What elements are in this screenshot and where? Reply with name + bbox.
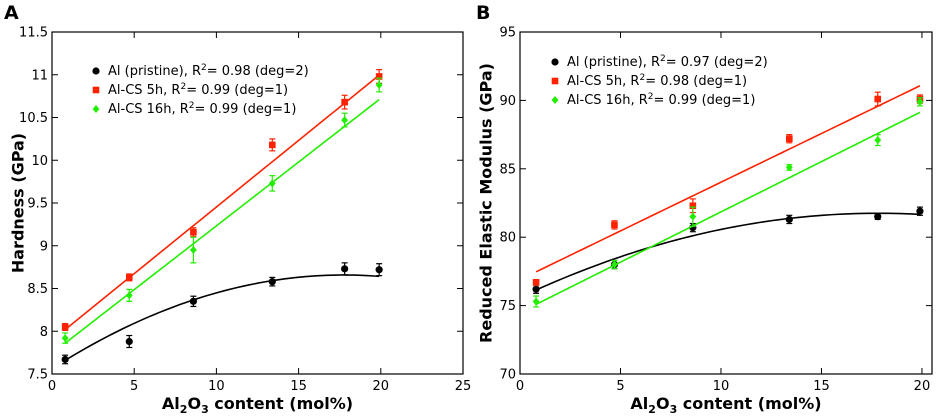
data-point xyxy=(786,135,793,143)
y-tick-label: 70 xyxy=(499,368,516,383)
legend-entry: Al (pristine), R2= 0.97 (deg=2) xyxy=(567,54,768,70)
panel-letter: B xyxy=(476,2,490,24)
legend-marker xyxy=(92,86,100,94)
data-point xyxy=(689,212,697,221)
y-tick-label: 9.5 xyxy=(27,197,48,212)
legend-entry: Al-CS 5h, R2= 0.98 (deg=1) xyxy=(567,73,747,89)
legend-marker xyxy=(92,67,100,75)
data-point xyxy=(874,95,882,103)
y-tick-label: 8.5 xyxy=(27,282,48,297)
data-point xyxy=(874,213,882,221)
data-point xyxy=(532,297,540,306)
fit-line-2 xyxy=(64,98,380,344)
data-point xyxy=(268,141,276,149)
legend-marker xyxy=(92,105,100,113)
y-tick-label: 90 xyxy=(499,94,516,109)
y-tick-label: 9 xyxy=(40,239,48,254)
data-point xyxy=(375,81,383,90)
data-point xyxy=(268,278,276,286)
data-point xyxy=(532,285,540,293)
legend-entry: Al-CS 16h, R2= 0.99 (deg=1) xyxy=(567,92,755,108)
data-point xyxy=(341,116,349,125)
data-point xyxy=(916,207,924,215)
x-tick-label: 10 xyxy=(713,379,730,394)
x-tick-label: 25 xyxy=(455,379,472,394)
panel-A: A 0 5 10 15 20 25 7.5 8 8.5 9 9.5 10 10.5 11 11.5 Hardne… xyxy=(4,2,471,416)
legend-marker xyxy=(551,58,559,66)
fit-line-0 xyxy=(64,274,380,362)
x-tick-label: 0 xyxy=(48,379,56,394)
data-point xyxy=(611,221,618,229)
data-point xyxy=(189,246,197,255)
data-point xyxy=(268,179,276,188)
x-tick-label: 10 xyxy=(208,379,225,394)
x-tick-label: 5 xyxy=(616,379,624,394)
y-tick-label: 10.5 xyxy=(19,111,48,126)
data-point xyxy=(532,279,540,286)
x-tick-label: 5 xyxy=(130,379,138,394)
y-tick-label: 85 xyxy=(499,162,516,177)
data-point xyxy=(189,297,197,305)
y-tick-label: 11.5 xyxy=(19,26,48,41)
y-tick-label: 10 xyxy=(31,154,48,169)
x-axis-label: Al2O3 content (mol%) xyxy=(630,394,821,416)
legend-entry: Al-CS 5h, R2= 0.99 (deg=1) xyxy=(108,82,288,98)
data-point xyxy=(375,266,383,274)
data-point xyxy=(190,228,197,236)
data-point xyxy=(341,265,349,273)
data-point xyxy=(785,163,793,172)
x-tick-label: 20 xyxy=(914,379,931,394)
data-point xyxy=(125,291,133,300)
legend-entry: Al-CS 16h, R2= 0.99 (deg=1) xyxy=(108,101,296,117)
y-tick-label: 95 xyxy=(499,26,516,41)
data-point xyxy=(916,97,924,106)
y-axis-label: Hardness (GPa) xyxy=(9,133,28,273)
fit-line-2 xyxy=(535,111,921,306)
data-point xyxy=(341,98,348,106)
y-tick-label: 75 xyxy=(499,299,516,314)
x-tick-label: 15 xyxy=(813,379,830,394)
x-tick-label: 15 xyxy=(290,379,307,394)
data-point xyxy=(874,136,882,145)
legend-marker xyxy=(551,77,559,85)
fit-line-0 xyxy=(535,212,920,291)
fit-line-1 xyxy=(64,74,380,331)
data-point xyxy=(125,337,133,346)
data-point xyxy=(61,355,69,364)
x-tick-label: 0 xyxy=(516,379,524,394)
data-point xyxy=(125,274,133,281)
panel-B: B 0 5 10 15 20 70 75 80 85 90 95 Reduced Elastic Mod… xyxy=(476,2,933,416)
y-tick-label: 11 xyxy=(31,68,48,83)
y-tick-label: 80 xyxy=(499,231,516,246)
data-point xyxy=(375,73,383,80)
data-point xyxy=(611,260,618,269)
fit-line-1 xyxy=(535,85,921,273)
legend-marker xyxy=(551,96,559,104)
legend-entry: Al (pristine), R2= 0.98 (deg=2) xyxy=(108,63,309,79)
y-tick-label: 8 xyxy=(40,325,48,340)
data-point xyxy=(61,334,69,343)
data-point xyxy=(61,323,69,331)
data-point xyxy=(689,202,697,210)
plot-frame xyxy=(519,31,933,375)
x-axis-label: Al2O3 content (mol%) xyxy=(162,394,353,416)
y-tick-label: 7.5 xyxy=(27,368,48,383)
y-axis-label: Reduced Elastic Modulus (GPa) xyxy=(477,63,496,343)
x-tick-label: 20 xyxy=(373,379,390,394)
panel-letter: A xyxy=(4,2,19,24)
data-point xyxy=(785,215,793,224)
